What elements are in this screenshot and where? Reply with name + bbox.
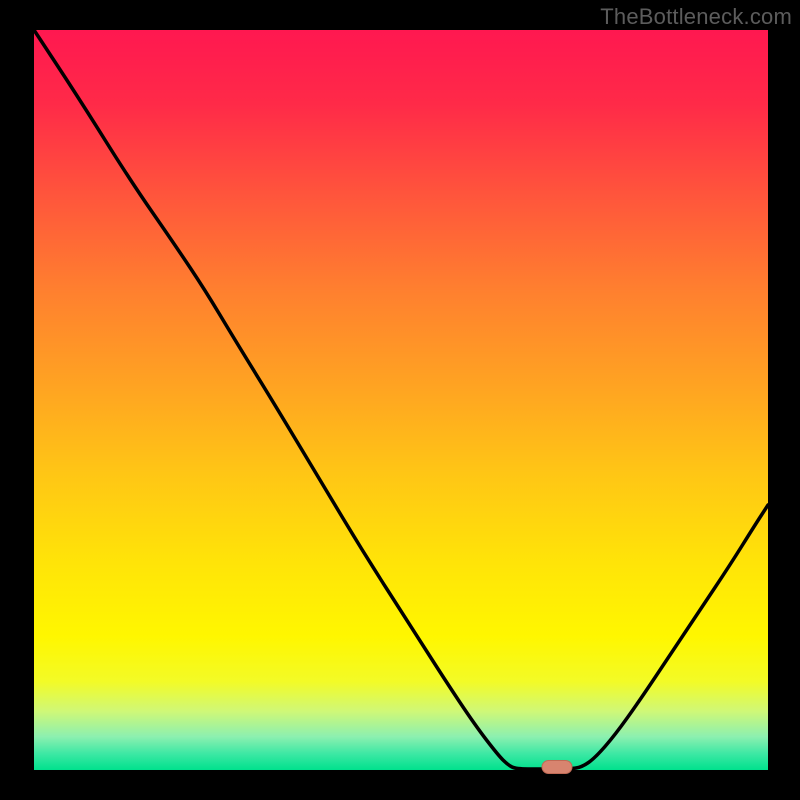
bottleneck-chart <box>0 0 800 800</box>
optimal-marker <box>542 761 572 774</box>
chart-container: TheBottleneck.com <box>0 0 800 800</box>
watermark-text: TheBottleneck.com <box>600 4 792 30</box>
plot-background <box>34 30 768 770</box>
